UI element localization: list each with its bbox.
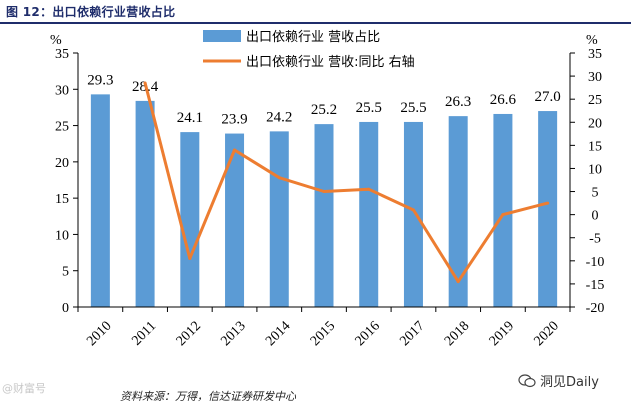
bar-data-label: 25.2 [311, 102, 337, 118]
right-axis-tick-label: 5 [592, 186, 599, 201]
x-axis-tick-label: 2014 [263, 319, 293, 349]
bar-data-label: 25.5 [356, 100, 382, 116]
right-axis-tick-label: 0 [592, 209, 599, 224]
left-axis-tick-label: 20 [55, 156, 69, 171]
right-axis-unit: % [586, 33, 598, 48]
bar-data-label: 29.3 [87, 72, 113, 88]
right-axis-tick-label: 30 [588, 70, 602, 85]
wechat-icon [518, 374, 536, 388]
left-axis-tick-label: 15 [55, 192, 69, 207]
right-axis-tick-label: -15 [586, 278, 605, 293]
x-axis-tick-label: 2015 [308, 319, 338, 349]
left-axis-tick-label: 5 [62, 265, 69, 280]
right-axis-tick-label: -5 [589, 232, 601, 247]
bar [180, 132, 200, 307]
yoy-line-point [233, 148, 237, 152]
bar-data-label: 24.2 [266, 109, 292, 125]
right-axis-tick-label: 25 [588, 93, 602, 108]
legend-bar-swatch [203, 30, 241, 42]
x-axis-tick-label: 2018 [442, 319, 472, 349]
bar [403, 121, 423, 307]
left-axis-tick-label: 25 [55, 120, 69, 135]
right-axis: -20 -15 -10 -5 0 5 10 15 20 25 30 35 [569, 47, 605, 316]
bar-data-label: 23.9 [221, 112, 247, 128]
left-axis: 0 5 10 15 20 25 30 35 [55, 47, 79, 316]
yoy-line-point [367, 187, 371, 191]
right-axis-tick-label: -10 [586, 255, 605, 270]
yoy-line [143, 82, 548, 284]
right-axis-tick-label: 15 [588, 139, 602, 154]
left-axis-tick-label: 0 [62, 301, 69, 316]
bar [448, 116, 468, 307]
bar-data-label: 26.6 [490, 92, 517, 108]
figure-title: 图 12：出口依赖行业营收占比 [6, 5, 176, 19]
bar-data-label: 26.3 [445, 94, 471, 110]
yoy-line-point [546, 201, 550, 205]
x-axis-tick-label: 2013 [218, 319, 248, 349]
watermark-left: @财富号 [2, 382, 46, 395]
yoy-line-point [277, 176, 281, 180]
x-axis-tick-label: 2017 [397, 319, 427, 349]
left-axis-tick-label: 35 [55, 47, 69, 62]
bar [493, 113, 513, 308]
left-axis-tick-label: 30 [55, 83, 69, 98]
bar-data-label: 27.0 [535, 89, 561, 105]
x-axis: 2010 2011 2012 2013 2014 2015 2016 2017 2018 2019… [77, 306, 571, 349]
yoy-line-point [501, 213, 505, 217]
bar [314, 124, 334, 308]
bar-data-label: 24.1 [177, 110, 203, 126]
bar [359, 121, 379, 307]
bar [225, 133, 245, 307]
title-rule [0, 22, 631, 24]
bar-data-labels: 29.3 28.424.1 23.9 24.2 25.2 25.5 25.5 26.3 26.6… [87, 72, 561, 127]
source-note: 资料来源：万得，信达证券研发中心 [120, 390, 296, 403]
bar [135, 100, 155, 307]
yoy-line-point [456, 280, 460, 284]
watermark-right-text: 洞见Daily [540, 375, 599, 390]
x-axis-tick-label: 2011 [129, 319, 159, 349]
x-axis-tick-label: 2020 [531, 319, 561, 349]
yoy-line-point [322, 190, 326, 194]
yoy-line-point [143, 81, 147, 85]
line-series [143, 81, 550, 284]
legend: 出口依赖行业 营收占比 出口依赖行业 营收:同比 右轴 [203, 30, 415, 70]
right-axis-tick-label: 20 [588, 116, 602, 131]
watermark-right: 洞见Daily [518, 371, 599, 390]
x-axis-tick-label: 2010 [84, 319, 114, 349]
right-axis-tick-label: 10 [588, 162, 602, 177]
left-axis-unit: % [50, 33, 62, 48]
yoy-line-point [411, 208, 415, 212]
legend-bar-label: 出口依赖行业 营收占比 [246, 30, 380, 45]
yoy-line-point [188, 257, 192, 261]
bar [269, 131, 289, 307]
bar-series [90, 94, 558, 308]
bar-data-label: 25.5 [400, 100, 426, 116]
right-axis-tick-label: -20 [586, 301, 605, 316]
x-axis-tick-label: 2012 [174, 319, 204, 349]
right-axis-tick-label: 35 [588, 47, 602, 62]
x-axis-tick-label: 2019 [487, 319, 517, 349]
legend-line-label: 出口依赖行业 营收:同比 右轴 [246, 55, 415, 70]
bar [538, 111, 558, 307]
left-axis-tick-label: 10 [55, 228, 69, 243]
bar [90, 94, 110, 307]
x-axis-tick-label: 2016 [353, 319, 383, 349]
